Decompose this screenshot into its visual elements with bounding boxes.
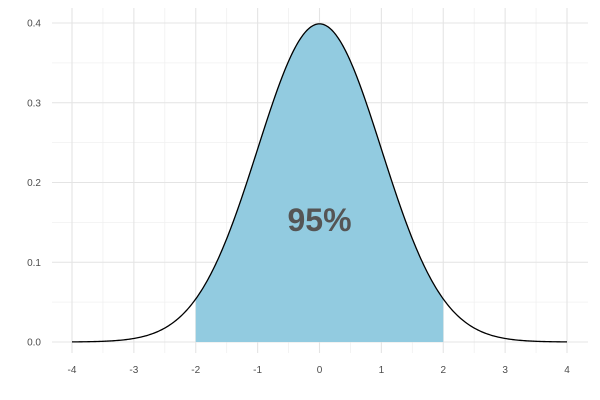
- x-axis-tick-labels: -4 -3 -2 -1 0 1 2 3 4: [68, 365, 571, 376]
- x-tick-label: -1: [253, 365, 262, 376]
- x-tick-label: 1: [379, 365, 385, 376]
- x-tick-label: -4: [68, 365, 77, 376]
- x-tick-label: 2: [440, 365, 446, 376]
- y-tick-label: 0.4: [27, 19, 41, 30]
- y-tick-label: 0.3: [27, 98, 41, 109]
- x-tick-label: 3: [502, 365, 508, 376]
- x-tick-label: -2: [191, 365, 200, 376]
- percent-annotation: 95%: [287, 202, 351, 238]
- y-axis-tick-labels: 0.0 0.1 0.2 0.3 0.4: [27, 19, 41, 349]
- x-tick-label: 0: [317, 365, 323, 376]
- y-tick-label: 0.0: [27, 338, 41, 349]
- shaded-95-percent-region: [195, 23, 444, 343]
- density-curve: [71, 23, 568, 343]
- y-tick-label: 0.1: [27, 258, 41, 269]
- y-tick-label: 0.2: [27, 178, 41, 189]
- x-tick-label: -3: [129, 365, 138, 376]
- x-tick-label: 4: [564, 365, 570, 376]
